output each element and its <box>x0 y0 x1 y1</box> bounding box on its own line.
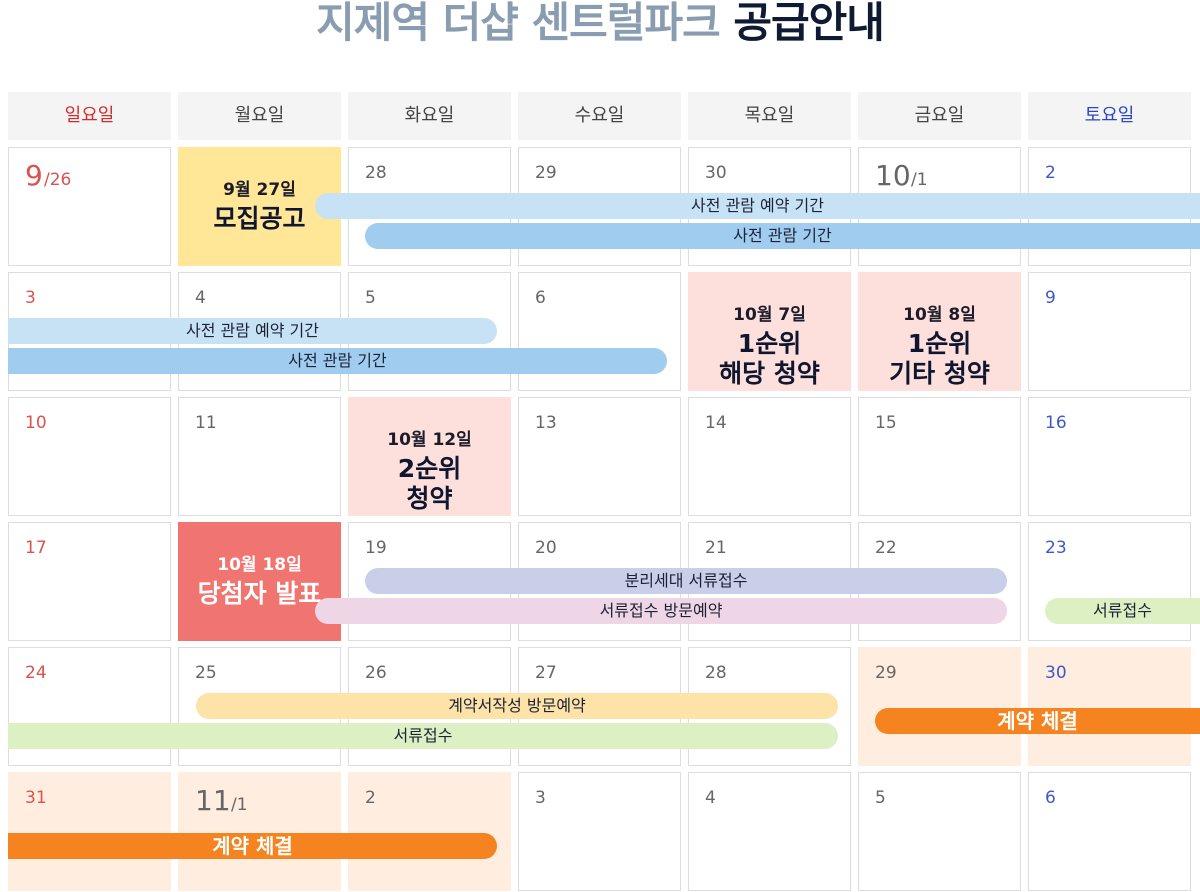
event-date: 10월 8일 <box>903 305 976 325</box>
bar-preview: 사전 관람 기간 <box>8 348 667 374</box>
day-number: 2 <box>1045 163 1056 183</box>
calendar-day-cell: 16 <box>1028 397 1191 516</box>
bar-contract: 계약 체결 <box>8 833 497 859</box>
day-number: 26 <box>365 663 387 683</box>
day-number: 14 <box>705 413 727 433</box>
day-number: 3 <box>535 788 546 808</box>
day-number: 29 <box>535 163 557 183</box>
day-number: 4 <box>705 788 716 808</box>
day-number: 9 <box>1045 288 1056 308</box>
event-cell-second-priority: 10월 12일 2순위 청약 <box>348 397 511 516</box>
calendar-day-cell: 13 <box>518 397 681 516</box>
bar-contract-visit-reservation: 계약서작성 방문예약 <box>196 693 838 719</box>
weekday-header-tuesday: 화요일 <box>348 92 511 140</box>
calendar-day-cell: 11/1 <box>178 772 341 891</box>
day-number: 27 <box>535 663 557 683</box>
day-number: 4 <box>195 288 206 308</box>
event-label: 1순위 기타 청약 <box>889 329 990 388</box>
day-number: 28 <box>705 663 727 683</box>
day-number: 9 <box>25 159 43 192</box>
day-number: 5 <box>365 288 376 308</box>
day-number: 17 <box>25 538 47 558</box>
day-number: 11 <box>195 413 217 433</box>
weekday-header-thursday: 목요일 <box>688 92 851 140</box>
day-number: 25 <box>195 663 217 683</box>
day-month-suffix: /26 <box>44 170 72 190</box>
calendar-day-cell: 9 <box>1028 272 1191 391</box>
event-label: 1순위 해당 청약 <box>719 329 820 388</box>
calendar-day-cell: 29 <box>858 647 1021 766</box>
day-number: 16 <box>1045 413 1067 433</box>
calendar-day-cell: 17 <box>8 522 171 641</box>
day-number: 23 <box>1045 538 1067 558</box>
event-cell-first-priority-local: 10월 7일 1순위 해당 청약 <box>688 272 851 391</box>
calendar-day-cell: 3 <box>518 772 681 891</box>
day-number: 13 <box>535 413 557 433</box>
day-number: 15 <box>875 413 897 433</box>
day-number: 11 <box>195 784 231 817</box>
day-number: 3 <box>25 288 36 308</box>
weekday-header-monday: 월요일 <box>178 92 341 140</box>
bar-preview-reservation: 사전 관람 예약 기간 <box>8 318 497 344</box>
day-number: 19 <box>365 538 387 558</box>
event-cell-first-priority-other: 10월 8일 1순위 기타 청약 <box>858 272 1021 391</box>
bar-docs: 서류접수 <box>1045 598 1200 624</box>
event-label: 당첨자 발표 <box>197 579 322 608</box>
day-number: 10 <box>25 413 47 433</box>
calendar-day-cell: 4 <box>688 772 851 891</box>
bar-preview: 사전 관람 기간 <box>365 223 1200 249</box>
day-number: 20 <box>535 538 557 558</box>
day-number: 6 <box>535 288 546 308</box>
event-label: 모집공고 <box>213 204 306 233</box>
day-number: 6 <box>1045 788 1056 808</box>
calendar-day-cell: 11 <box>178 397 341 516</box>
day-number: 31 <box>25 788 47 808</box>
event-date: 10월 7일 <box>733 305 806 325</box>
calendar-day-cell: 9/26 <box>8 147 171 266</box>
event-date: 9월 27일 <box>223 180 296 200</box>
event-cell-winner-announcement: 10월 18일 당첨자 발표 <box>178 522 341 641</box>
weekday-header-sunday: 일요일 <box>8 92 171 140</box>
calendar-day-cell: 31 <box>8 772 171 891</box>
title-main: 지제역 더샵 센트럴파크 <box>316 0 721 47</box>
calendar-day-cell: 30 <box>1028 647 1191 766</box>
calendar-day-cell: 2 <box>348 772 511 891</box>
bar-docs: 서류접수 <box>8 723 838 749</box>
calendar-day-cell: 5 <box>858 772 1021 891</box>
weekday-header-saturday: 토요일 <box>1028 92 1191 140</box>
bar-preview-reservation: 사전 관람 예약 기간 <box>315 193 1200 219</box>
day-number: 30 <box>705 163 727 183</box>
day-number: 30 <box>1045 663 1067 683</box>
day-month-suffix: /1 <box>231 795 248 815</box>
day-number: 5 <box>875 788 886 808</box>
day-month-suffix: /1 <box>911 170 928 190</box>
calendar-day-cell: 6 <box>1028 772 1191 891</box>
day-number: 22 <box>875 538 897 558</box>
calendar-day-cell: 15 <box>858 397 1021 516</box>
weekday-header-wednesday: 수요일 <box>518 92 681 140</box>
day-number: 10 <box>875 159 911 192</box>
day-number: 21 <box>705 538 727 558</box>
weekday-header-friday: 금요일 <box>858 92 1021 140</box>
day-number: 29 <box>875 663 897 683</box>
page-title: 지제역 더샵 센트럴파크 공급안내 <box>0 0 1200 46</box>
day-number: 28 <box>365 163 387 183</box>
day-number: 24 <box>25 663 47 683</box>
event-date: 10월 12일 <box>387 430 472 450</box>
title-emphasis: 공급안내 <box>733 0 885 47</box>
bar-separate-household-docs: 분리세대 서류접수 <box>365 568 1007 594</box>
day-number: 2 <box>365 788 376 808</box>
bar-contract: 계약 체결 <box>875 708 1200 734</box>
event-cell-announcement: 9월 27일 모집공고 <box>178 147 341 266</box>
event-date: 10월 18일 <box>217 555 302 575</box>
event-label: 2순위 청약 <box>397 454 462 513</box>
calendar-day-cell: 14 <box>688 397 851 516</box>
bar-docs-visit-reservation: 서류접수 방문예약 <box>315 598 1007 624</box>
calendar-day-cell: 10 <box>8 397 171 516</box>
